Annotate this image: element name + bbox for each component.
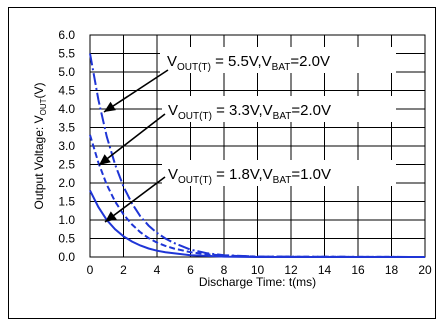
annotation-part: BAT (272, 62, 291, 73)
annotation-part: =2.0V (290, 53, 330, 70)
annotation-arrow (98, 113, 166, 166)
annotation-part: V (168, 102, 178, 119)
y-tick-label: 1.0 (58, 213, 75, 227)
series-group (89, 53, 426, 258)
annotation-part: = 1.8V,V (212, 166, 273, 183)
x-tick-label: 12 (284, 263, 298, 277)
series-line-3 (89, 189, 425, 258)
series-annotation-1: VOUT(T) = 5.5V,VBAT=2.0V (167, 53, 330, 73)
series-annotation-2: VOUT(T) = 3.3V,VBAT=2.0V (168, 102, 331, 122)
y-tick-label: 4.0 (58, 102, 75, 116)
arrow-head (104, 101, 116, 112)
annotation-box (160, 47, 396, 73)
series-line-2 (89, 134, 426, 258)
x-tick-label: 16 (351, 263, 365, 277)
x-tick-label: 6 (187, 263, 194, 277)
annotation-box (162, 96, 396, 122)
annotation-arrow (103, 69, 169, 113)
y-tick-label: 4.5 (58, 84, 75, 98)
annotation-part: V (167, 53, 177, 70)
y-tick-label: 0.5 (58, 232, 75, 246)
x-axis-title: Discharge Time: t(ms) (199, 275, 316, 289)
annotation-part: V (168, 166, 178, 183)
chart-frame (8, 7, 436, 319)
annotation-arrow (104, 176, 166, 223)
arrow-head (99, 154, 111, 165)
x-tick-label: 4 (154, 263, 161, 277)
annotation-part: OUT(T) (178, 111, 212, 122)
annotation-part: =1.0V (291, 166, 331, 183)
y-axis-title: Output Voltage: VOUT(V) (32, 83, 48, 210)
annotation-part: = 3.3V,V (212, 102, 273, 119)
y-tick-label: 6.0 (58, 28, 75, 42)
y-tick-label: 0.0 (58, 250, 75, 264)
y-tick-label: 2.0 (58, 176, 75, 190)
annotation-part: BAT (273, 175, 292, 186)
x-tick-label: 20 (418, 263, 432, 277)
annotation-part: BAT (273, 111, 292, 122)
annotation-box (162, 160, 396, 186)
x-tick-label: 10 (251, 263, 265, 277)
arrow-head (105, 211, 117, 222)
annotation-part: OUT(T) (177, 62, 211, 73)
y-axis-title-unit: (V) (32, 83, 46, 99)
x-tick-label: 18 (385, 263, 399, 277)
y-tick-label: 5.5 (58, 47, 75, 61)
y-axis-title-sub: OUT (39, 98, 48, 115)
y-tick-label: 5.0 (58, 65, 75, 79)
x-tick-label: 8 (221, 263, 228, 277)
annotation-part: = 5.5V,V (211, 53, 272, 70)
x-tick-label: 2 (120, 263, 127, 277)
y-tick-label: 3.0 (58, 139, 75, 153)
y-tick-label: 2.5 (58, 158, 75, 172)
series-line-1 (89, 53, 426, 258)
y-tick-label: 3.5 (58, 121, 75, 135)
y-tick-label: 1.5 (58, 195, 75, 209)
series-annotation-3: VOUT(T) = 1.8V,VBAT=1.0V (168, 166, 331, 186)
x-tick-label: 0 (87, 263, 94, 277)
annotation-part: =2.0V (291, 102, 331, 119)
tick-labels: 0 2 4 6 8 10 12 14 16 18 20 0.0 0.5 1.0 1.5 2.0 2.5 3.0 3.… (58, 28, 432, 277)
y-axis-title-base: Output Voltage: V (32, 115, 46, 209)
annotation-part: OUT(T) (178, 175, 212, 186)
x-tick-label: 14 (318, 263, 332, 277)
